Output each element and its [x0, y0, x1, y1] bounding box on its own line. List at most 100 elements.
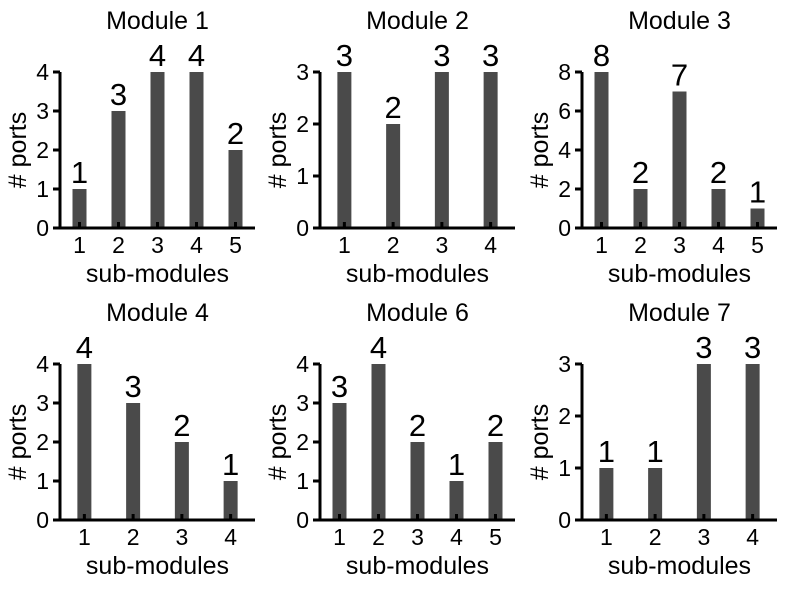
bar: [633, 189, 648, 228]
bar: [434, 72, 449, 228]
data-label: 2: [173, 408, 190, 443]
data-label: 2: [710, 155, 727, 190]
x-tick-label: 1: [595, 232, 608, 258]
data-label: 1: [749, 175, 766, 210]
y-axis-label: # ports: [4, 404, 32, 480]
y-tick-label: 6: [558, 98, 571, 124]
x-tick-label: 2: [127, 524, 140, 550]
bar: [594, 72, 609, 228]
x-tick-label: 2: [112, 232, 125, 258]
bar: [410, 442, 425, 520]
y-tick-label: 0: [558, 507, 571, 533]
panel-title: Module 4: [106, 299, 209, 327]
bar: [386, 124, 401, 228]
panel-title: Module 6: [366, 299, 469, 327]
data-label: 1: [647, 434, 664, 469]
y-tick-label: 4: [36, 351, 49, 377]
y-tick-label: 0: [296, 507, 309, 533]
y-tick-label: 1: [36, 176, 49, 202]
y-tick-label: 0: [36, 215, 49, 241]
bar: [189, 72, 204, 228]
data-label: 3: [433, 38, 450, 73]
y-axis-label: # ports: [264, 404, 292, 480]
y-axis-label: # ports: [526, 112, 554, 188]
x-axis-label: sub-modules: [608, 260, 751, 288]
x-tick-label: 3: [411, 524, 424, 550]
x-axis-label: sub-modules: [86, 260, 229, 288]
data-label: 1: [222, 447, 239, 482]
data-label: 4: [149, 38, 166, 73]
data-label: 3: [125, 369, 142, 404]
y-tick-label: 0: [296, 215, 309, 241]
x-tick-label: 1: [73, 232, 86, 258]
x-tick-label: 3: [175, 524, 188, 550]
x-tick-label: 4: [190, 232, 203, 258]
bar: [332, 403, 347, 520]
y-tick-label: 2: [36, 429, 49, 455]
bar: [488, 442, 503, 520]
data-label: 4: [370, 330, 387, 365]
bar: [337, 72, 352, 228]
bar: [77, 364, 92, 520]
data-label: 3: [744, 330, 761, 365]
y-tick-label: 1: [296, 468, 309, 494]
x-axis-label: sub-modules: [86, 552, 229, 580]
x-tick-label: 4: [224, 524, 237, 550]
x-axis-label: sub-modules: [346, 260, 489, 288]
y-tick-label: 4: [558, 137, 571, 163]
data-label: 3: [110, 77, 127, 112]
x-tick-label: 2: [372, 524, 385, 550]
y-tick-label: 2: [36, 137, 49, 163]
x-tick-label: 5: [751, 232, 764, 258]
y-axis-label: # ports: [526, 404, 554, 480]
y-tick-label: 3: [296, 59, 309, 85]
data-label: 2: [409, 408, 426, 443]
x-tick-label: 1: [338, 232, 351, 258]
x-tick-label: 3: [697, 524, 710, 550]
data-label: 1: [598, 434, 615, 469]
bar: [371, 364, 386, 520]
y-tick-label: 4: [296, 351, 309, 377]
y-axis-label: # ports: [264, 112, 292, 188]
y-tick-label: 2: [558, 176, 571, 202]
data-label: 7: [671, 58, 688, 93]
data-label: 3: [336, 38, 353, 73]
data-label: 3: [695, 330, 712, 365]
y-tick-label: 0: [558, 215, 571, 241]
data-label: 2: [227, 116, 244, 151]
bar: [483, 72, 498, 228]
x-tick-label: 1: [333, 524, 346, 550]
x-tick-label: 2: [387, 232, 400, 258]
data-label: 8: [593, 38, 610, 73]
panel-title: Module 1: [106, 7, 209, 35]
bar: [449, 481, 464, 520]
data-label: 4: [76, 330, 93, 365]
y-tick-label: 3: [296, 390, 309, 416]
bar: [745, 364, 760, 520]
y-tick-label: 2: [296, 429, 309, 455]
y-tick-label: 3: [558, 351, 571, 377]
x-tick-label: 3: [435, 232, 448, 258]
y-tick-label: 8: [558, 59, 571, 85]
y-tick-label: 2: [296, 111, 309, 137]
bar: [672, 91, 687, 228]
x-tick-label: 1: [78, 524, 91, 550]
x-axis-label: sub-modules: [608, 552, 751, 580]
data-label: 2: [385, 90, 402, 125]
panel-title: Module 3: [628, 7, 731, 35]
data-label: 4: [188, 38, 205, 73]
x-tick-label: 1: [600, 524, 613, 550]
x-tick-label: 4: [450, 524, 463, 550]
x-tick-label: 2: [634, 232, 647, 258]
x-axis-label: sub-modules: [346, 552, 489, 580]
x-tick-label: 2: [649, 524, 662, 550]
bar: [228, 150, 243, 228]
y-tick-label: 3: [36, 390, 49, 416]
y-tick-label: 3: [36, 98, 49, 124]
x-tick-label: 4: [746, 524, 759, 550]
